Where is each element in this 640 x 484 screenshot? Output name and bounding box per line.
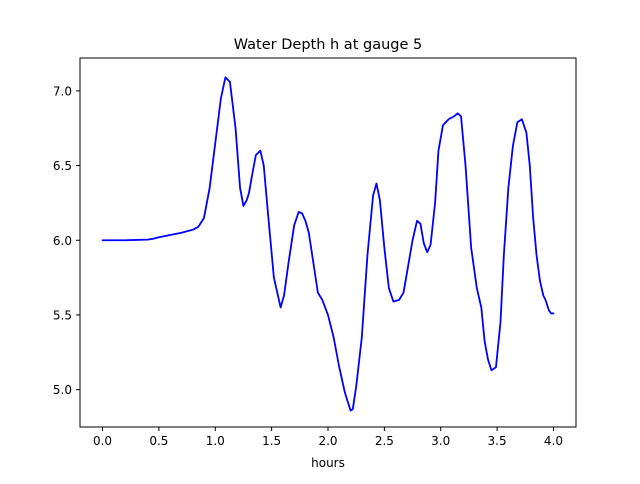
x-tick-label: 1.5	[262, 434, 281, 448]
chart-title: Water Depth h at gauge 5	[234, 37, 422, 53]
x-tick-label: 0.0	[93, 434, 112, 448]
y-tick-label: 6.0	[53, 234, 72, 248]
y-tick-label: 5.5	[53, 308, 72, 322]
y-axis: 5.0 5.5 6.0 6.5 7.0	[53, 84, 80, 397]
x-tick-label: 2.0	[318, 434, 337, 448]
y-tick-label: 6.5	[53, 159, 72, 173]
y-tick-label: 7.0	[53, 84, 72, 98]
x-tick-label: 1.0	[206, 434, 225, 448]
x-tick-label: 3.0	[431, 434, 450, 448]
plot-frame	[79, 57, 577, 428]
x-tick-label: 4.0	[544, 434, 563, 448]
x-tick-label: 3.5	[488, 434, 507, 448]
series-line-0	[101, 76, 555, 412]
plot-layer	[101, 76, 555, 412]
y-tick-label: 5.0	[53, 383, 72, 397]
x-tick-label: 0.5	[149, 434, 168, 448]
x-axis: 0.0 0.5 1.0 1.5 2.0 2.5 3.0 3.5 4.0	[93, 427, 563, 448]
x-axis-label: hours	[311, 456, 345, 470]
x-tick-label: 2.5	[375, 434, 394, 448]
